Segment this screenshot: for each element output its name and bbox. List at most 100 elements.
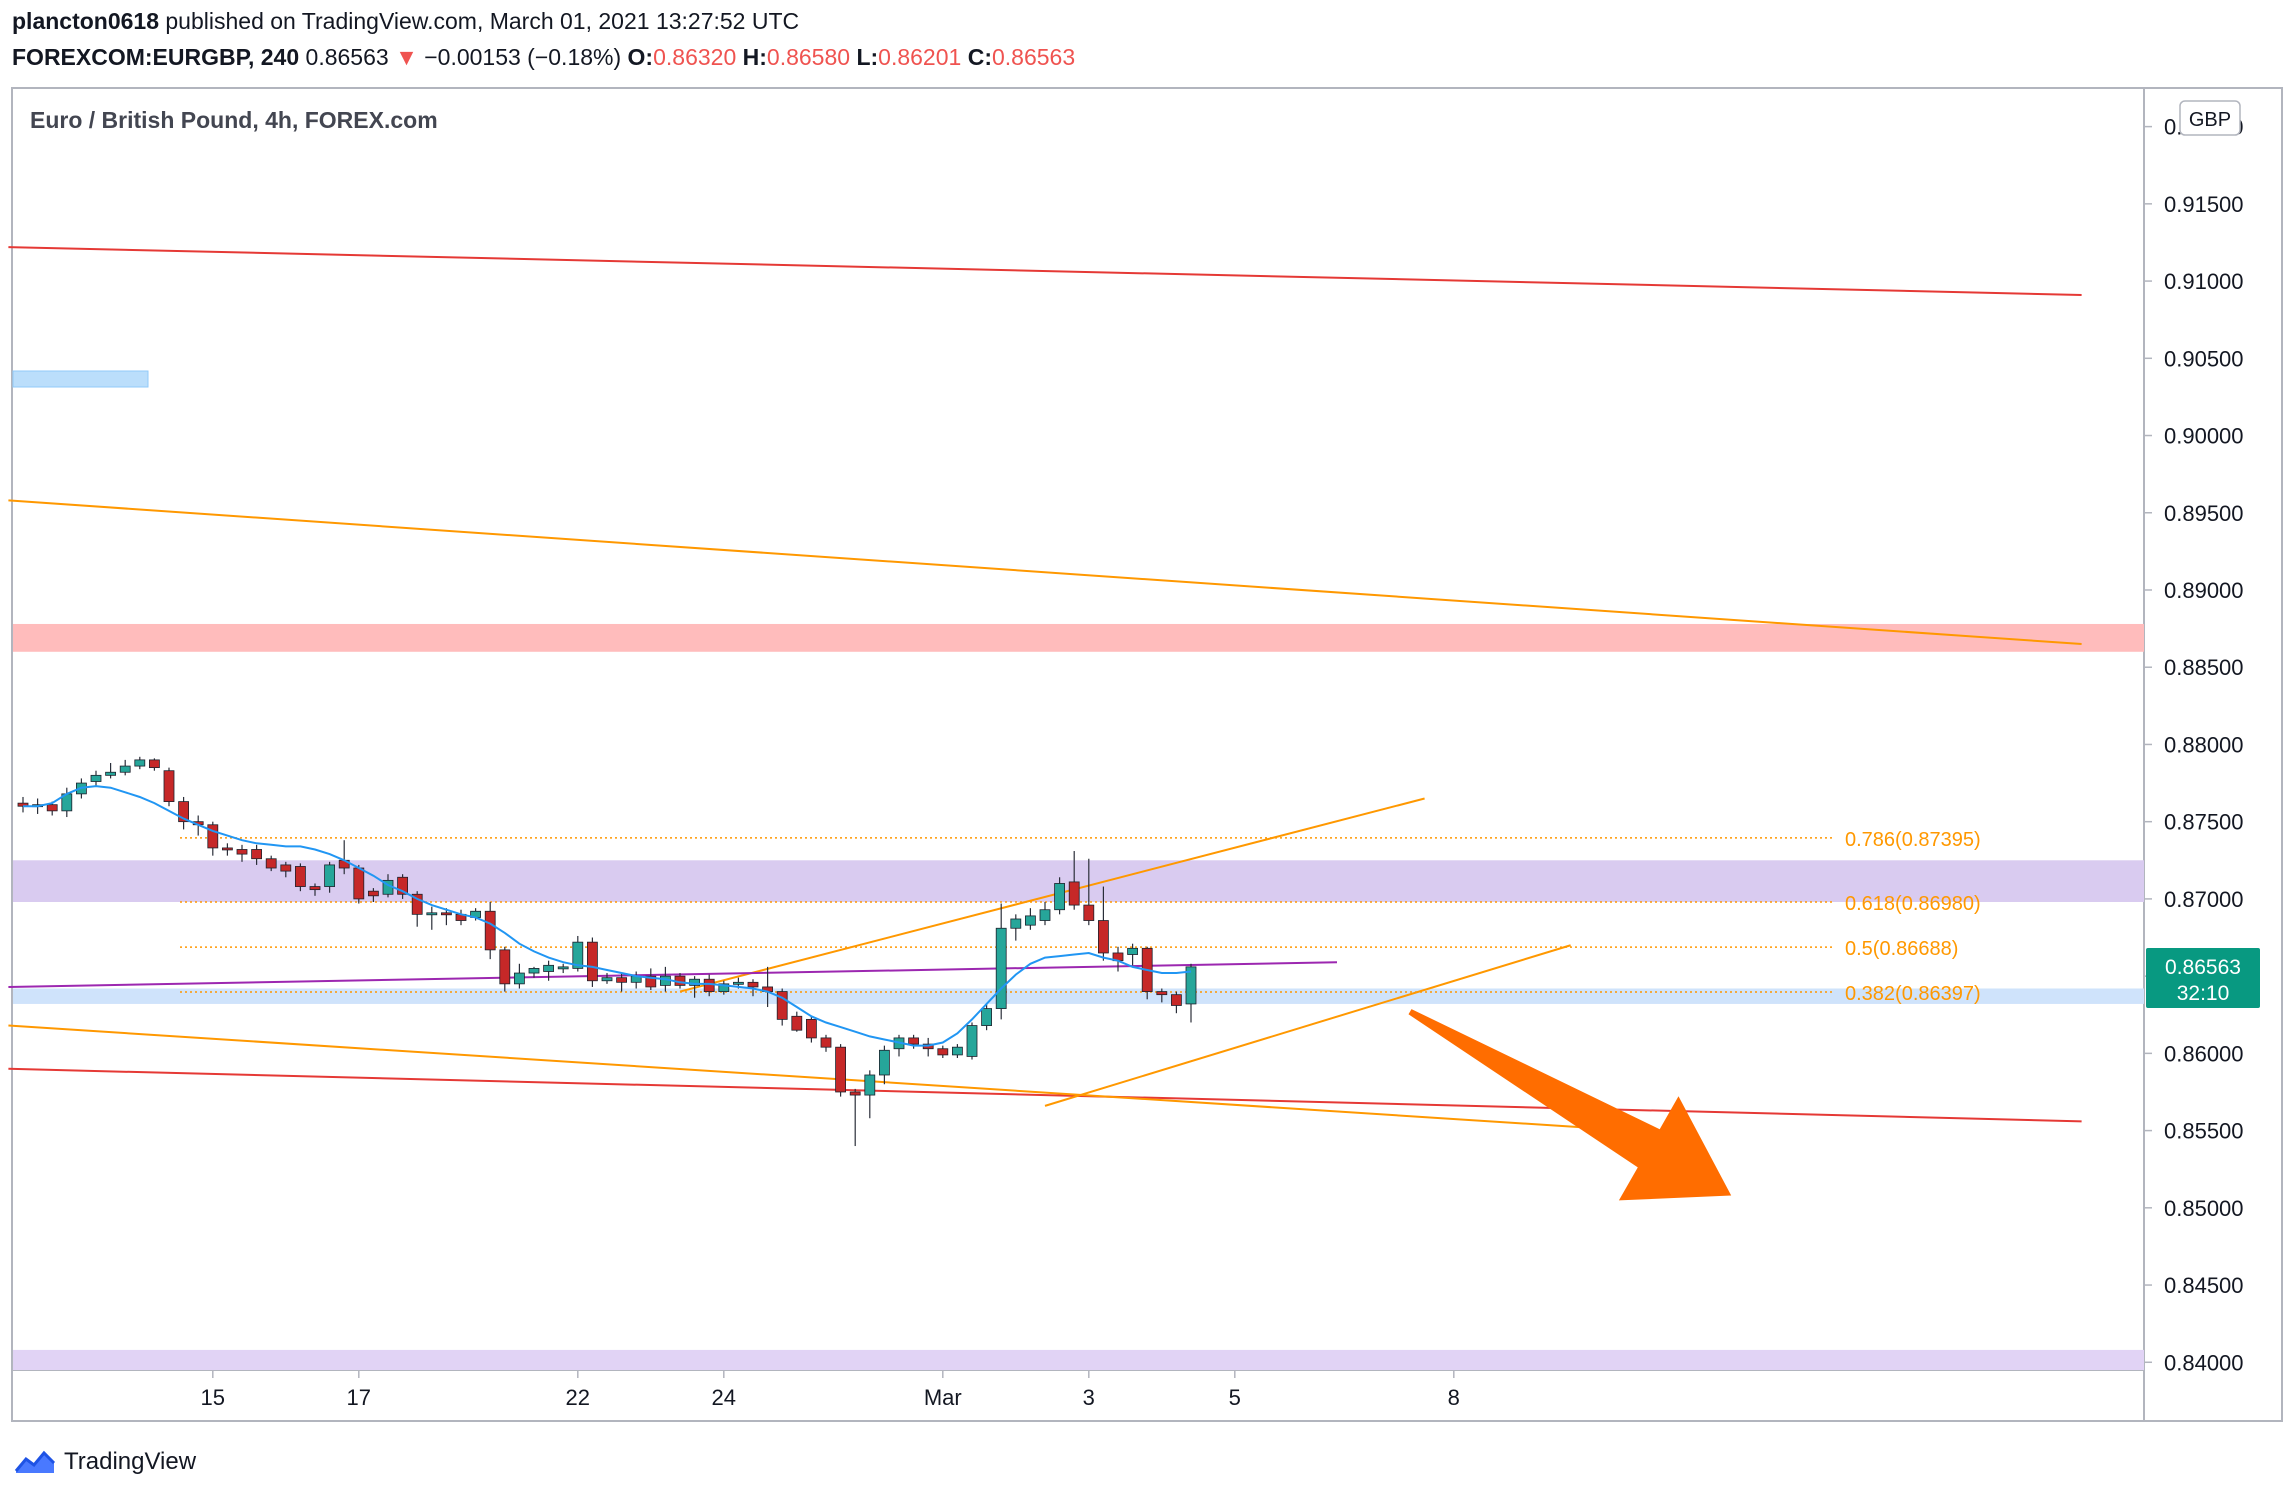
bullish-candle — [1025, 915, 1036, 926]
orange-trend-line[interactable] — [679, 797, 1425, 993]
published-text: published on TradingView.com, March 01, … — [165, 8, 800, 34]
bearish-candle — [236, 849, 248, 855]
bearish-candle — [776, 991, 788, 1020]
bearish-candle — [616, 977, 627, 983]
bullish-candle — [90, 774, 102, 782]
open-label: O: — [627, 44, 654, 70]
bullish-candle — [718, 983, 730, 992]
y-tick-label: 0.87500 — [2164, 810, 2244, 835]
resistance-zone — [13, 623, 2144, 652]
bullish-candle — [426, 912, 438, 916]
x-tick-label: 24 — [712, 1385, 736, 1410]
bearish-candle — [265, 858, 277, 869]
bullish-candle — [995, 927, 1007, 1009]
bearish-candle — [1098, 920, 1109, 954]
bullish-candle — [733, 981, 744, 985]
symbol-name: FOREXCOM:EURGBP, 240 — [12, 44, 300, 70]
bearish-candle — [280, 864, 292, 872]
red-trend-line[interactable] — [8, 1067, 2082, 1123]
bearish-candle — [499, 949, 511, 985]
orange-trend-line[interactable] — [8, 1024, 1586, 1129]
bearish-candle — [367, 890, 379, 897]
y-tick-label: 0.86000 — [2164, 1041, 2244, 1066]
bearish-candle — [207, 824, 219, 849]
chart-frame — [11, 87, 2283, 1422]
bearish-candle — [163, 770, 175, 802]
last-price: 0.86563 — [305, 44, 389, 70]
x-tick-label: Mar — [924, 1385, 962, 1410]
demand-zone — [13, 1349, 2144, 1370]
bearish-candle — [849, 1091, 861, 1096]
bearish-candle — [178, 801, 190, 823]
bearish-candle — [1171, 994, 1182, 1006]
price-chart[interactable]: 0.786(0.87395) 0.618(0.86980) 0.5(0.86688)… — [0, 0, 2294, 1440]
bullish-candle — [601, 977, 613, 982]
x-tick-label: 8 — [1448, 1385, 1460, 1410]
current-price-badge: 0.86563 32:10 — [2146, 948, 2260, 1008]
bearish-candle — [294, 866, 306, 887]
bearish-candle — [440, 912, 452, 916]
orange-trend-line[interactable] — [1044, 944, 1571, 1107]
x-tick-label: 3 — [1083, 1385, 1095, 1410]
bearish-candle — [411, 893, 423, 915]
bullish-candle — [981, 1008, 992, 1026]
y-tick-label: 0.89000 — [2164, 578, 2244, 603]
tradingview-brand: TradingView — [64, 1448, 197, 1475]
publication-info: plancton0618 published on TradingView.co… — [12, 8, 799, 35]
small-support-marker — [12, 370, 149, 388]
bullish-candle — [514, 972, 525, 985]
bearish-candle — [251, 849, 263, 860]
y-tick-label: 0.84000 — [2164, 1350, 2244, 1375]
low-label: L: — [856, 44, 879, 70]
bearish-candle — [148, 759, 160, 769]
bearish-candle — [1068, 881, 1080, 906]
support-zone — [13, 988, 2144, 1004]
y-tick-label: 0.85000 — [2164, 1196, 2244, 1221]
bearish-candle — [747, 981, 759, 988]
x-tick-label: 22 — [566, 1385, 590, 1410]
currency-label: GBP — [2189, 109, 2231, 131]
fib-level-label: 0.618(0.86980) — [1845, 893, 1981, 915]
bullish-candle — [966, 1025, 978, 1057]
bullish-candle — [528, 968, 540, 974]
orange-trend-line[interactable] — [8, 499, 2082, 646]
y-tick-label: 0.91000 — [2164, 269, 2244, 294]
bearish-candle — [703, 978, 715, 992]
current-price-value: 0.86563 — [2165, 956, 2241, 979]
close-label: C: — [967, 44, 992, 70]
high-value: 0.86580 — [766, 44, 851, 70]
bearish-candle — [908, 1037, 919, 1045]
tradingview-footer[interactable]: TradingView — [14, 1448, 196, 1476]
purple-trend-line[interactable] — [8, 961, 1338, 988]
y-tick-label: 0.88500 — [2164, 655, 2244, 680]
currency-badge[interactable] — [2179, 100, 2241, 136]
bearish-candle — [353, 867, 365, 900]
tradingview-logo-icon — [14, 1450, 56, 1473]
bullish-candle — [1054, 883, 1065, 911]
red-trend-line[interactable] — [8, 246, 2082, 296]
bullish-candle — [119, 765, 131, 773]
bearish-candle — [587, 941, 598, 982]
y-tick-label: 0.91500 — [2164, 192, 2244, 217]
bearish-candle — [645, 975, 657, 988]
bearish-candle — [1083, 904, 1095, 921]
open-value: 0.86320 — [653, 44, 737, 70]
high-label: H: — [742, 44, 767, 70]
bullish-candle — [864, 1074, 876, 1096]
bearish-candle — [397, 876, 409, 895]
bearish-candle — [791, 1015, 803, 1031]
y-tick-label: 0.90500 — [2164, 346, 2244, 371]
y-tick-label: 0.85500 — [2164, 1119, 2244, 1144]
publisher-name[interactable]: plancton0618 — [12, 8, 159, 34]
y-tick-label: 0.88000 — [2164, 732, 2244, 757]
bullish-candle — [134, 759, 146, 767]
bullish-candle — [572, 941, 584, 969]
y-tick-label: 0.89500 — [2164, 501, 2244, 526]
bearish-projection-arrow[interactable] — [1408, 1009, 1732, 1201]
bullish-candle — [1010, 918, 1022, 929]
moving-average-line — [23, 785, 1192, 1047]
bullish-candle — [1127, 947, 1138, 955]
x-tick-label: 15 — [201, 1385, 225, 1410]
bearish-candle — [46, 804, 58, 812]
bearish-candle — [820, 1037, 832, 1048]
